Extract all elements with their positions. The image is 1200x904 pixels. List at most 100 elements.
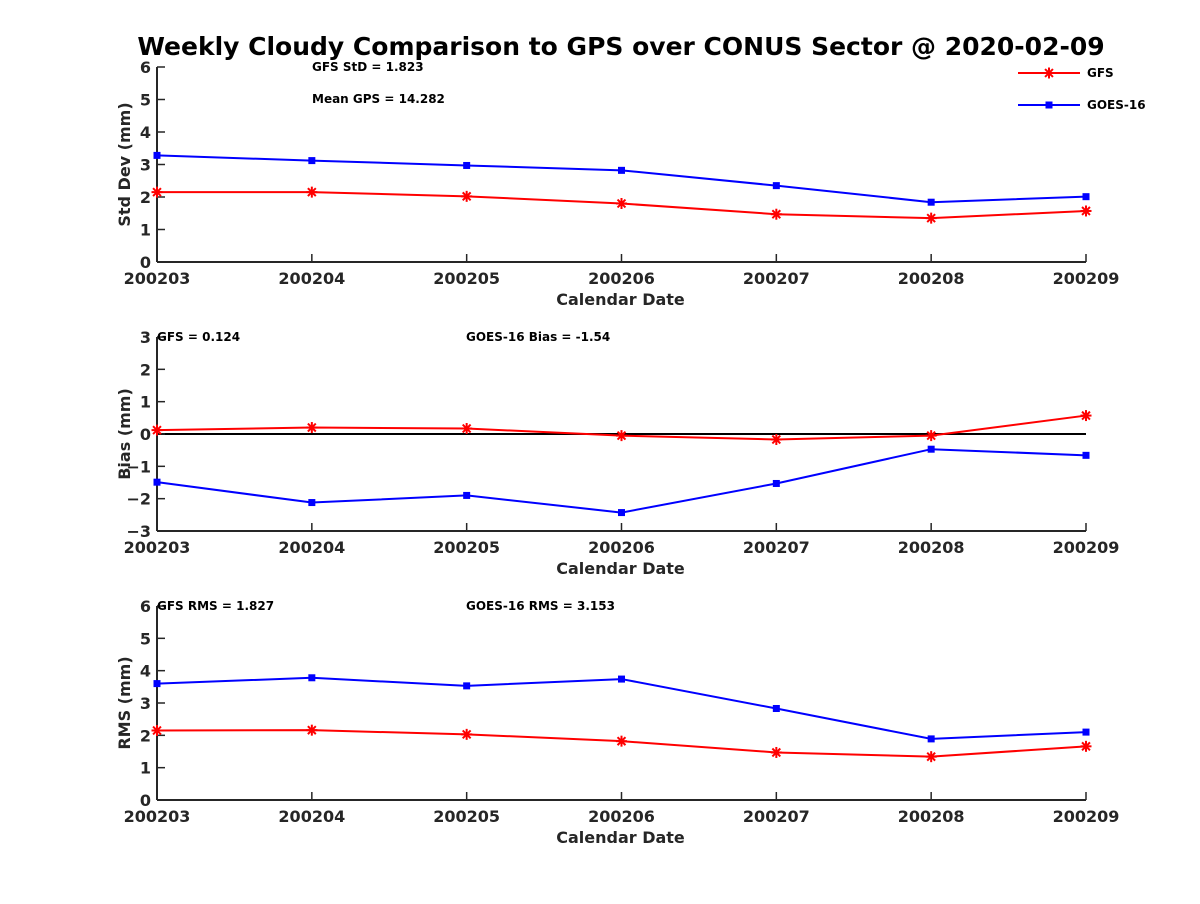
- data-point: [618, 675, 625, 683]
- stat-annotation: GFS = 0.124: [157, 330, 240, 344]
- y-tick-label: 5: [140, 629, 151, 648]
- data-point: [306, 186, 318, 198]
- data-point: [463, 161, 471, 169]
- series-gfs: [151, 186, 1092, 224]
- series-gfs: [151, 410, 1092, 445]
- y-axis-label: Bias (mm): [115, 388, 134, 480]
- data-point: [306, 724, 318, 736]
- data-point: [1080, 740, 1092, 752]
- legend-label: GFS: [1087, 66, 1114, 80]
- y-tick-label: 0: [140, 253, 151, 272]
- data-point: [1082, 728, 1090, 736]
- data-point: [151, 424, 163, 436]
- legend: GFS GOES-16: [1018, 66, 1146, 112]
- data-point: [772, 704, 780, 712]
- x-tick-label: 200203: [124, 807, 191, 826]
- series-goes-16: [153, 151, 1090, 206]
- x-tick-label: 200209: [1053, 269, 1120, 288]
- x-tick-label: 200206: [588, 538, 655, 557]
- data-point: [618, 509, 625, 517]
- stat-annotation: GOES-16 RMS = 3.153: [466, 599, 615, 613]
- stat-annotation: GFS RMS = 1.827: [157, 599, 274, 613]
- stat-annotation: GOES-16 Bias = -1.54: [466, 330, 610, 344]
- y-axis-label: Std Dev (mm): [115, 102, 134, 226]
- data-point: [616, 735, 627, 747]
- y-tick-label: 4: [140, 123, 151, 142]
- chart-panel-2: −3 −2 −1 0 1 2 3 200203 200204 200205 200206 200207…: [115, 328, 1119, 578]
- x-tick-label: 200206: [588, 269, 655, 288]
- data-point: [927, 445, 935, 453]
- series-goes-16: [153, 445, 1090, 517]
- data-point: [1080, 205, 1092, 217]
- x-axis-label: Calendar Date: [556, 828, 685, 847]
- x-tick-label: 200207: [743, 807, 810, 826]
- y-axis-label: RMS (mm): [115, 656, 134, 749]
- data-point: [461, 423, 473, 435]
- x-tick-label: 200206: [588, 807, 655, 826]
- series-gfs: [151, 724, 1092, 763]
- data-point: [927, 198, 935, 206]
- data-point: [616, 198, 627, 209]
- data-point: [772, 479, 780, 487]
- data-point: [770, 746, 782, 758]
- legend-marker: [1045, 101, 1053, 109]
- x-tick-label: 200208: [898, 807, 965, 826]
- stat-annotation: Mean GPS = 14.282: [312, 92, 445, 106]
- data-point: [925, 751, 937, 763]
- data-point: [925, 430, 937, 442]
- chart-title: Weekly Cloudy Comparison to GPS over CON…: [137, 32, 1104, 61]
- series-line: [156, 448, 1087, 514]
- data-point: [153, 151, 161, 159]
- data-point: [1082, 451, 1090, 459]
- x-tick-label: 200205: [433, 269, 500, 288]
- y-tick-label: 1: [140, 221, 151, 240]
- data-point: [770, 208, 782, 220]
- y-tick-label: 2: [140, 726, 151, 745]
- stat-annotation: GFS StD = 1.823: [312, 60, 424, 74]
- y-tick-label: −1: [126, 457, 151, 476]
- y-tick-label: 2: [140, 360, 151, 379]
- series-line: [156, 154, 1087, 204]
- data-point: [153, 680, 161, 688]
- x-tick-label: 200205: [433, 538, 500, 557]
- data-point: [461, 728, 473, 740]
- x-tick-label: 200203: [124, 269, 191, 288]
- y-tick-label: 6: [140, 597, 151, 616]
- series-goes-16: [153, 674, 1090, 743]
- y-tick-label: 4: [140, 662, 151, 681]
- legend-entry-goes-16: GOES-16: [1018, 98, 1146, 112]
- x-tick-label: 200204: [278, 538, 345, 557]
- data-point: [153, 478, 161, 486]
- data-point: [616, 430, 627, 442]
- x-tick-label: 200204: [278, 269, 345, 288]
- y-tick-label: −3: [126, 522, 151, 541]
- x-tick-label: 200209: [1053, 807, 1120, 826]
- y-tick-label: 0: [140, 425, 151, 444]
- data-point: [463, 682, 471, 690]
- data-point: [461, 190, 473, 202]
- y-tick-label: 5: [140, 91, 151, 110]
- data-point: [770, 433, 782, 445]
- y-tick-label: 6: [140, 58, 151, 77]
- data-point: [925, 212, 937, 224]
- legend-label: GOES-16: [1087, 98, 1146, 112]
- data-point: [308, 674, 316, 682]
- data-point: [1080, 410, 1092, 422]
- data-point: [463, 491, 471, 499]
- y-tick-label: 0: [140, 791, 151, 810]
- y-tick-label: 1: [140, 393, 151, 412]
- x-tick-label: 200208: [898, 269, 965, 288]
- data-point: [151, 186, 163, 198]
- x-axis-label: Calendar Date: [556, 559, 685, 578]
- data-point: [151, 724, 163, 736]
- legend-entry-gfs: GFS: [1018, 66, 1114, 80]
- data-point: [1082, 193, 1090, 201]
- chart-panel-1: 0 1 2 3 4 5 6 200203 200204 200205 200206 200207 200…: [115, 58, 1119, 309]
- x-tick-label: 200207: [743, 269, 810, 288]
- y-tick-label: 3: [140, 328, 151, 347]
- data-point: [306, 422, 318, 434]
- data-point: [308, 499, 316, 507]
- x-axis-label: Calendar Date: [556, 290, 685, 309]
